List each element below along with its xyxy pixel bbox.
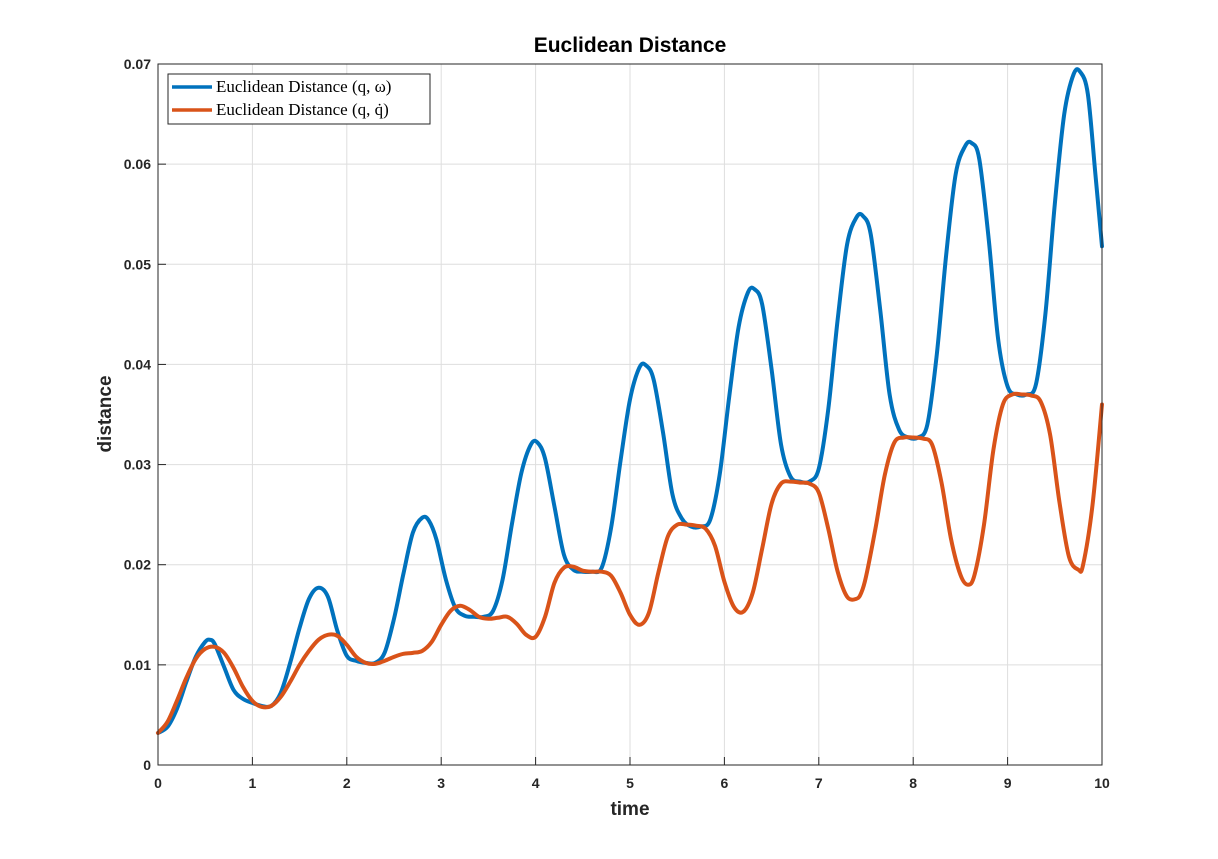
x-tick-label: 3 — [437, 775, 445, 791]
x-axis-label: time — [610, 799, 649, 820]
axis-ticks — [157, 63, 1103, 766]
y-tick-label: 0.07 — [124, 56, 151, 72]
x-tick-label: 6 — [721, 775, 729, 791]
y-tick-label: 0.03 — [124, 457, 151, 473]
y-tick-label: 0 — [143, 757, 151, 773]
legend: Euclidean Distance (q, ω) Euclidean Dist… — [167, 73, 431, 125]
x-tick-labels: 0 1 2 3 4 5 6 7 8 9 10 — [154, 775, 1110, 791]
x-tick-label: 2 — [343, 775, 351, 791]
y-tick-label: 0.05 — [124, 256, 151, 272]
y-axis-label: distance — [95, 375, 116, 452]
y-tick-label: 0.04 — [124, 356, 151, 372]
legend-label-series-1: Euclidean Distance (q, ω) — [216, 77, 391, 96]
y-tick-label: 0.06 — [124, 156, 151, 172]
chart-title: Euclidean Distance — [534, 34, 727, 57]
series-lines — [156, 67, 1104, 735]
y-tick-label: 0.02 — [124, 557, 151, 573]
series-line-1 — [156, 67, 1104, 735]
legend-label-series-2: Euclidean Distance (q, q̇) — [216, 100, 389, 119]
x-tick-label: 7 — [815, 775, 823, 791]
y-tick-label: 0.01 — [124, 657, 151, 673]
y-tick-labels: 0 0.01 0.02 0.03 0.04 0.05 0.06 0.07 — [124, 56, 151, 773]
x-tick-label: 1 — [249, 775, 257, 791]
x-tick-label: 9 — [1004, 775, 1012, 791]
x-tick-label: 8 — [909, 775, 917, 791]
x-tick-label: 0 — [154, 775, 162, 791]
x-tick-label: 4 — [532, 775, 540, 791]
series-line-2 — [156, 391, 1104, 735]
legend-box — [167, 73, 431, 125]
x-tick-label: 10 — [1094, 775, 1110, 791]
x-tick-label: 5 — [626, 775, 634, 791]
